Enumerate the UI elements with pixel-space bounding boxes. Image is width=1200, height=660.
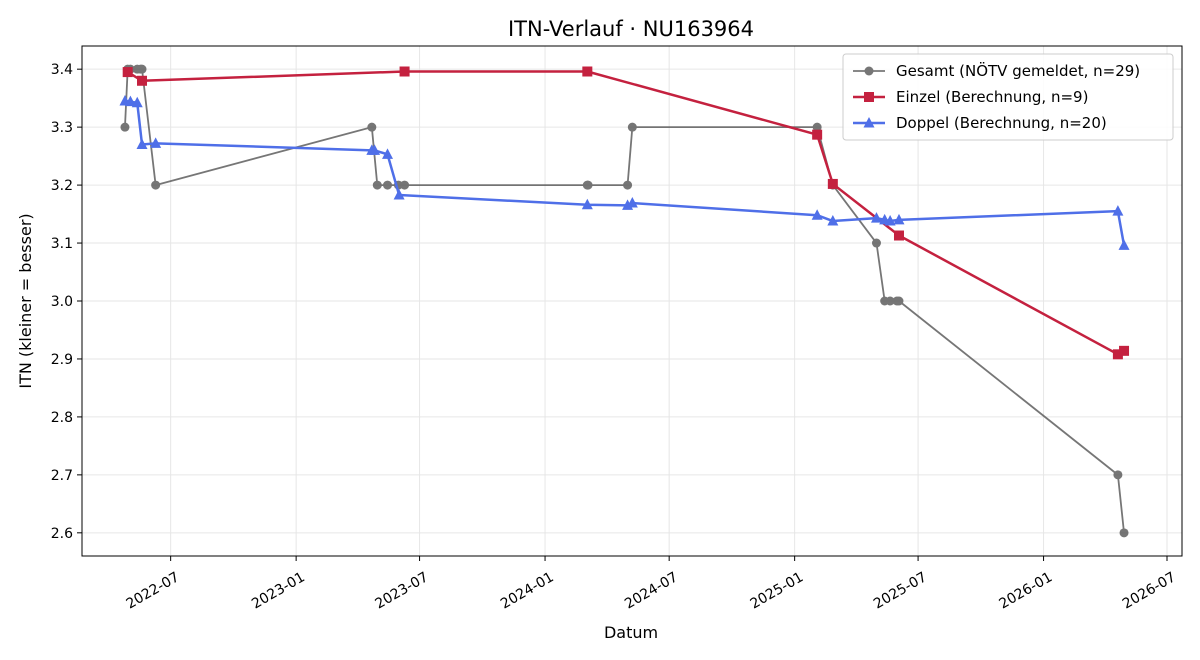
y-tick-label: 2.7 bbox=[51, 468, 73, 484]
data-point bbox=[581, 198, 593, 210]
x-tick-label: 2025-01 bbox=[748, 569, 807, 612]
data-point bbox=[893, 230, 904, 241]
data-point bbox=[1113, 470, 1123, 480]
data-point bbox=[627, 122, 637, 132]
grid-layer bbox=[82, 46, 1182, 556]
x-tick-label: 2025-07 bbox=[871, 569, 930, 612]
series-layer bbox=[119, 64, 1130, 538]
data-point bbox=[367, 122, 377, 132]
data-point bbox=[885, 296, 895, 306]
data-point bbox=[124, 95, 136, 107]
data-point bbox=[399, 66, 410, 77]
y-tick-label: 3.1 bbox=[51, 236, 73, 252]
data-point bbox=[827, 178, 838, 189]
x-tick-label: 2026-07 bbox=[1120, 569, 1179, 612]
data-point bbox=[1112, 349, 1123, 360]
legend-entry bbox=[853, 92, 885, 102]
series-square-group bbox=[122, 66, 1130, 360]
y-tick-label: 2.8 bbox=[51, 410, 73, 426]
legend-label: Doppel (Berechnung, n=20) bbox=[896, 114, 1107, 132]
x-tick-label: 2023-07 bbox=[373, 569, 432, 612]
data-point bbox=[131, 96, 143, 108]
data-point bbox=[884, 215, 896, 226]
data-point bbox=[871, 238, 881, 248]
y-tick-label: 3.0 bbox=[51, 294, 73, 310]
data-point bbox=[1112, 205, 1124, 216]
legend-entry bbox=[853, 66, 885, 76]
data-point bbox=[1119, 528, 1129, 538]
y-tick-label: 3.4 bbox=[51, 62, 73, 78]
data-point bbox=[136, 138, 148, 150]
data-point bbox=[1118, 239, 1130, 250]
legend-marker bbox=[863, 117, 875, 128]
legend-label: Gesamt (NÖTV gemeldet, n=29) bbox=[896, 61, 1140, 80]
y-tick-label: 2.9 bbox=[51, 352, 73, 368]
legend-label: Einzel (Berechnung, n=9) bbox=[896, 88, 1088, 106]
data-point bbox=[400, 180, 410, 190]
legend-box bbox=[842, 53, 1174, 141]
data-point bbox=[583, 180, 593, 190]
data-point bbox=[383, 180, 393, 190]
data-point bbox=[120, 122, 130, 132]
chart-title: ITN-Verlauf · NU163964 bbox=[508, 17, 754, 41]
x-tick-label: 2024-07 bbox=[622, 569, 681, 612]
data-point bbox=[894, 296, 904, 306]
legend: Gesamt (NÖTV gemeldet, n=29) Einzel (Bere… bbox=[842, 53, 1174, 141]
data-point bbox=[626, 197, 638, 208]
data-point bbox=[122, 67, 133, 78]
data-point bbox=[623, 180, 633, 190]
x-tick-label: 2024-01 bbox=[498, 569, 557, 612]
data-point bbox=[827, 215, 839, 226]
data-point bbox=[812, 129, 823, 140]
data-point bbox=[893, 213, 905, 225]
data-point bbox=[812, 122, 822, 132]
y-axis-label: ITN (kleiner = besser) bbox=[16, 213, 35, 388]
data-point bbox=[137, 64, 147, 74]
data-point bbox=[382, 148, 394, 159]
y-tick-label: 2.6 bbox=[51, 526, 73, 542]
data-point bbox=[150, 137, 162, 148]
legend-marker bbox=[864, 66, 874, 76]
data-point bbox=[582, 66, 593, 77]
x-axis-label: Datum bbox=[604, 623, 658, 642]
legend-marker bbox=[864, 92, 874, 102]
data-point bbox=[369, 144, 381, 155]
data-point bbox=[372, 180, 382, 190]
x-tick-label: 2022-07 bbox=[124, 569, 183, 612]
data-point bbox=[1119, 345, 1130, 356]
data-point bbox=[151, 180, 161, 190]
data-point bbox=[811, 209, 823, 220]
legend-entry bbox=[853, 117, 885, 128]
data-point bbox=[137, 75, 148, 86]
series-triangle-group bbox=[119, 95, 1130, 250]
x-tick-label: 2026-01 bbox=[996, 569, 1055, 612]
data-point bbox=[393, 188, 405, 200]
y-tick-label: 3.3 bbox=[51, 120, 73, 136]
data-point bbox=[870, 212, 882, 223]
y-tick-label: 3.2 bbox=[51, 178, 73, 194]
x-tick-label: 2023-01 bbox=[249, 569, 308, 612]
